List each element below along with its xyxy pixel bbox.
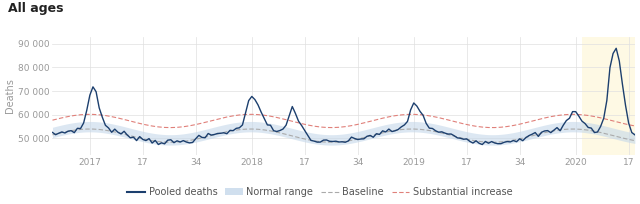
Legend: Pooled deaths, Normal range, Baseline, Substantial increase: Pooled deaths, Normal range, Baseline, S… [124, 183, 516, 201]
Y-axis label: Deaths: Deaths [5, 79, 15, 113]
Text: All ages: All ages [8, 2, 63, 15]
Bar [582, 37, 636, 155]
